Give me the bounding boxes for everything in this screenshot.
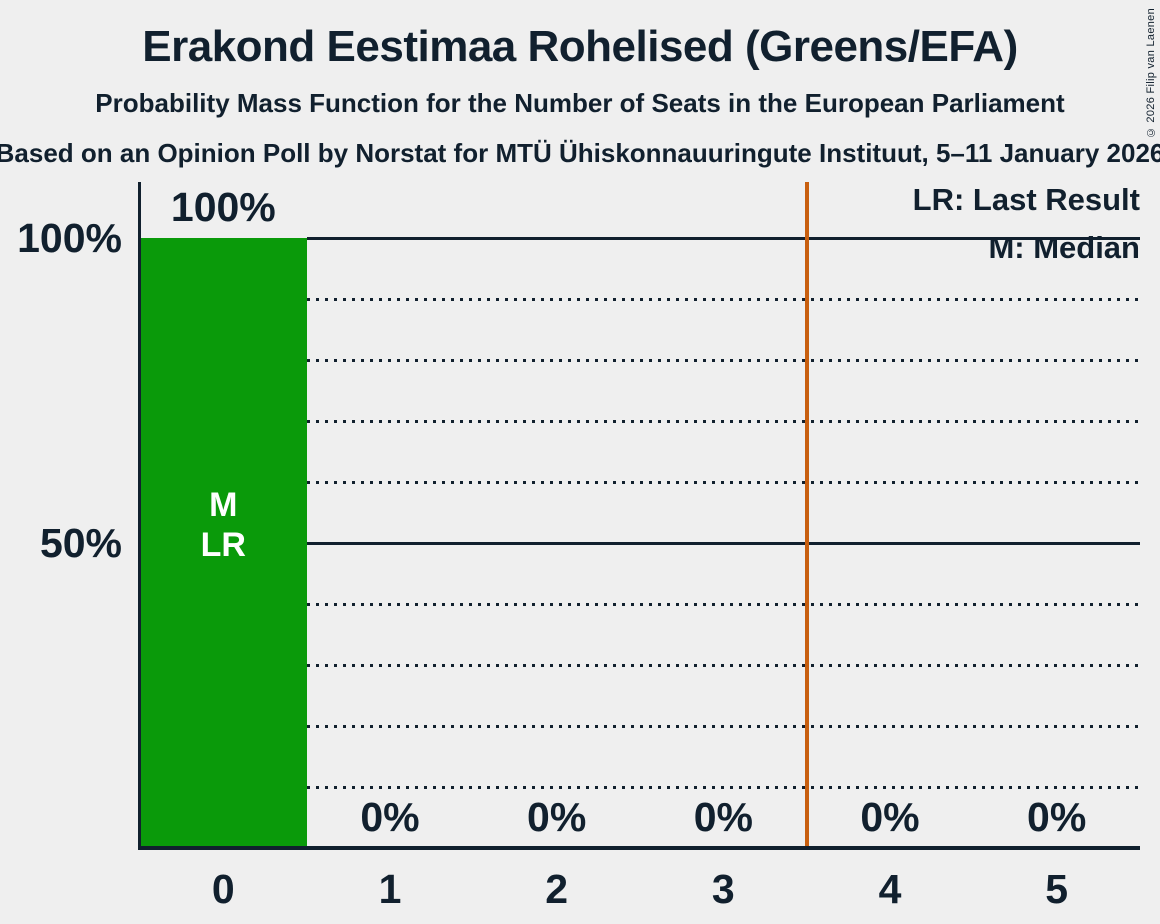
x-tick-label-5: 5	[1045, 866, 1069, 912]
bar-annotation-median-lastresult: M LR	[200, 486, 246, 564]
y-tick-label-100pct: 100%	[17, 215, 122, 261]
gridline-20pct	[306, 724, 1140, 728]
bar-value-label-2: 0%	[527, 794, 587, 840]
x-tick-label-0: 0	[211, 866, 235, 912]
gridline-40pct	[306, 602, 1140, 606]
chart-source-line: Based on an Opinion Poll by Norstat for …	[0, 138, 1160, 168]
gridline-60pct	[306, 480, 1140, 484]
legend-last-result: LR: Last Result	[912, 182, 1140, 217]
x-tick-label-3: 3	[711, 866, 735, 912]
x-tick-label-1: 1	[378, 866, 402, 912]
gridline-80pct	[306, 358, 1140, 362]
gridline-90pct	[306, 297, 1140, 301]
bar-value-label-5: 0%	[1027, 794, 1087, 840]
chart-title: Erakond Eestimaa Rohelised (Greens/EFA)	[142, 22, 1018, 71]
gridline-100pct	[306, 236, 1140, 240]
chart-subtitle: Probability Mass Function for the Number…	[95, 88, 1065, 118]
gridline-70pct	[306, 419, 1140, 423]
x-tick-label-4: 4	[878, 866, 902, 912]
y-axis-line	[138, 182, 141, 850]
y-tick-label-50pct: 50%	[39, 520, 122, 566]
majority-threshold-line	[804, 182, 809, 846]
gridline-10pct	[306, 785, 1140, 789]
bar-value-label-4: 0%	[860, 794, 920, 840]
bar-value-label-1: 0%	[360, 794, 420, 840]
x-axis-line	[138, 846, 1140, 850]
bar-seats-0	[140, 238, 307, 848]
x-tick-label-2: 2	[545, 866, 569, 912]
gridline-30pct	[306, 663, 1140, 667]
gridline-50pct	[306, 541, 1140, 545]
bar-value-label-3: 0%	[693, 794, 753, 840]
legend-median: M: Median	[988, 230, 1140, 265]
bar-value-label-0: 100%	[170, 184, 276, 230]
